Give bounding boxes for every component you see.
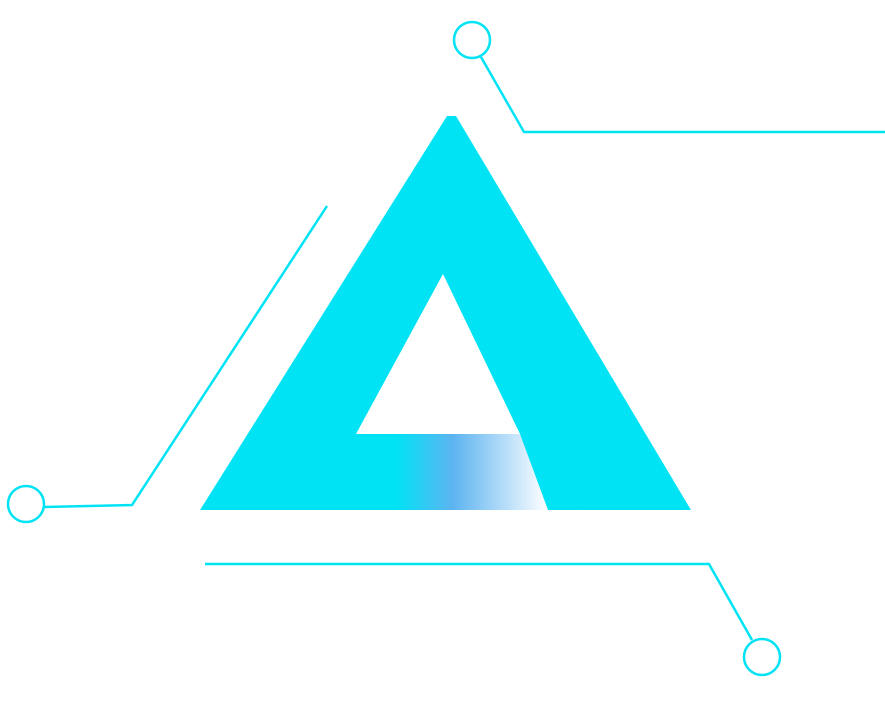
trace-line-bottom: [205, 562, 754, 641]
triangle-base-gradient: [290, 434, 548, 510]
triangle-outer-shape: [200, 116, 691, 510]
trace-line-left: [43, 205, 329, 509]
node-circle-bottom: [742, 637, 782, 677]
trace-line-top: [479, 56, 885, 134]
circuit-line-left: [6, 205, 329, 524]
circuit-line-top: [452, 20, 885, 134]
node-circle-top: [452, 20, 492, 60]
node-circle-left: [6, 484, 46, 524]
circuit-line-bottom: [205, 562, 782, 677]
